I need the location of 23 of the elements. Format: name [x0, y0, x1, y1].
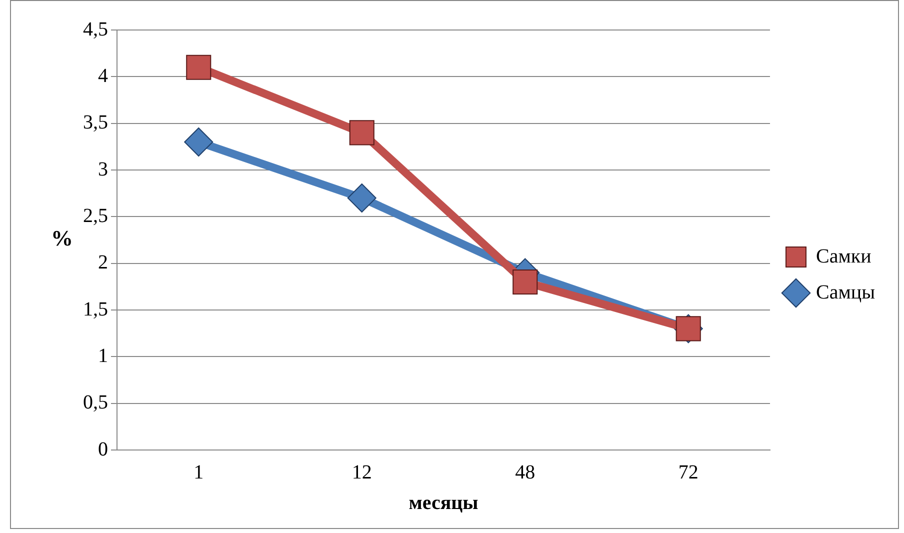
legend-label: Самцы	[816, 281, 875, 304]
x-tick-label: 1	[194, 461, 204, 484]
x-axis-title: месяцы	[408, 492, 479, 514]
x-tick-label: 12	[352, 461, 372, 484]
y-tick-label: 2	[98, 252, 108, 274]
y-tick-label: 3,5	[83, 112, 108, 134]
point	[184, 128, 214, 156]
point	[347, 184, 376, 212]
x-tick-label: 48	[515, 461, 536, 484]
y-tick-label: 0	[98, 438, 108, 460]
point	[186, 54, 212, 80]
y-tick-label: 3	[98, 158, 108, 180]
y-axis-title: %	[51, 226, 73, 251]
y-tick-label: 0,5	[83, 392, 108, 414]
point	[512, 269, 538, 295]
y-tick-label: 4	[98, 64, 108, 87]
legend-label: Самки	[816, 245, 872, 268]
y-tick-label: 4,5	[83, 18, 108, 40]
y-tick-label: 1	[98, 344, 108, 367]
y-tick-label: 2,5	[83, 204, 108, 227]
x-tick-label: 72	[678, 461, 698, 484]
y-tick-label: 1,5	[83, 298, 108, 320]
point	[349, 120, 374, 146]
